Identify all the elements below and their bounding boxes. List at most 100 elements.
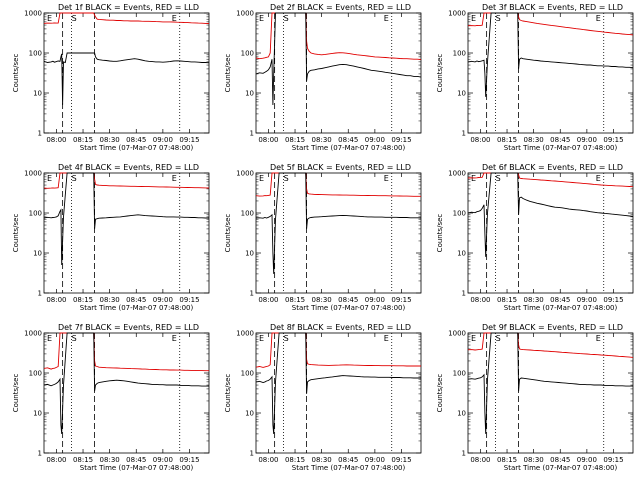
x-tick-label: 08:15 <box>285 296 305 304</box>
x-tick-label: 09:00 <box>577 456 597 464</box>
events-series-line <box>255 332 421 434</box>
x-tick-label: 08:00 <box>470 136 490 144</box>
y-tick-label: 1 <box>462 130 466 138</box>
y-tick-label: 10 <box>457 250 466 258</box>
x-axis-label: Start Time (07-Mar-07 07:48:00) <box>80 304 194 312</box>
event-marker-e: E <box>47 14 52 23</box>
x-tick-label: 08:45 <box>126 456 146 464</box>
panel-title: Det 5f BLACK = Events, RED = LLD <box>270 163 411 172</box>
x-tick-label: 09:15 <box>179 456 199 464</box>
x-axis-label: Start Time (07-Mar-07 07:48:00) <box>504 464 618 472</box>
y-tick-label: 1000 <box>236 10 254 18</box>
events-series-line <box>467 12 634 97</box>
y-tick-label: 1000 <box>24 10 42 18</box>
event-marker-e: E <box>47 174 52 183</box>
event-marker-e: E <box>384 334 389 343</box>
x-axis-label: Start Time (07-Mar-07 07:48:00) <box>504 144 618 152</box>
panel-title: Det 8f BLACK = Events, RED = LLD <box>270 323 411 332</box>
y-tick-label: 100 <box>453 50 466 58</box>
x-tick-label: 08:15 <box>497 296 517 304</box>
x-tick-label: 08:15 <box>497 136 517 144</box>
y-axis-label: Counts/sec <box>436 54 444 93</box>
x-tick-label: 08:15 <box>73 296 93 304</box>
x-axis-label: Start Time (07-Mar-07 07:48:00) <box>292 304 406 312</box>
panel-det-4: Det 4f BLACK = Events, RED = LLD 1 10 100 10… <box>12 163 210 312</box>
x-tick-label: 08:00 <box>46 136 66 144</box>
plot-frame <box>43 172 210 294</box>
panel-det-1: Det 1f BLACK = Events, RED = LLD 1 10 100 10… <box>12 3 210 152</box>
panel-title: Det 9f BLACK = Events, RED = LLD <box>482 323 623 332</box>
y-tick-label: 100 <box>241 210 254 218</box>
lld-series-line <box>467 332 634 358</box>
y-tick-label: 10 <box>33 410 42 418</box>
y-axis-label: Counts/sec <box>224 54 232 93</box>
x-axis-label: Start Time (07-Mar-07 07:48:00) <box>504 304 618 312</box>
panel-det-2: Det 2f BLACK = Events, RED = LLD 1 10 100 10… <box>224 3 422 152</box>
event-marker-e: E <box>172 14 177 23</box>
y-tick-label: 10 <box>457 410 466 418</box>
y-tick-label: 100 <box>453 210 466 218</box>
event-marker-e: E <box>259 14 264 23</box>
event-marker-s: S <box>496 334 501 343</box>
x-tick-label: 08:30 <box>524 296 544 304</box>
plot-frame <box>43 12 210 134</box>
event-marker-s: S <box>496 14 501 23</box>
x-tick-label: 08:30 <box>100 456 120 464</box>
y-axis-label: Counts/sec <box>224 374 232 413</box>
x-tick-label: 09:00 <box>153 136 173 144</box>
x-tick-label: 08:00 <box>46 296 66 304</box>
events-series-line <box>255 12 422 106</box>
event-marker-e: E <box>47 334 52 343</box>
y-axis-label: Counts/sec <box>12 374 20 413</box>
event-marker-e: E <box>471 14 476 23</box>
x-tick-label: 08:30 <box>312 456 332 464</box>
x-tick-label: 08:30 <box>100 296 120 304</box>
panel-det-3: Det 3f BLACK = Events, RED = LLD 1 10 100 10… <box>436 3 634 152</box>
x-tick-label: 09:15 <box>391 456 411 464</box>
y-tick-label: 10 <box>245 410 254 418</box>
y-tick-label: 100 <box>29 370 42 378</box>
y-axis-label: Counts/sec <box>436 214 444 253</box>
event-marker-e: E <box>596 174 601 183</box>
event-marker-s: S <box>284 174 289 183</box>
x-axis-label: Start Time (07-Mar-07 07:48:00) <box>80 464 194 472</box>
x-tick-label: 08:45 <box>338 296 358 304</box>
y-tick-label: 1 <box>38 290 42 298</box>
x-tick-label: 08:00 <box>470 296 490 304</box>
x-axis-label: Start Time (07-Mar-07 07:48:00) <box>292 144 406 152</box>
event-marker-e: E <box>384 14 389 23</box>
plot-frame <box>255 332 422 454</box>
lld-series-line <box>43 172 210 189</box>
x-tick-label: 08:15 <box>285 456 305 464</box>
x-tick-label: 08:15 <box>285 136 305 144</box>
y-tick-label: 10 <box>457 90 466 98</box>
event-marker-s: S <box>284 14 289 23</box>
panel-title: Det 3f BLACK = Events, RED = LLD <box>482 3 623 12</box>
event-marker-s: S <box>496 174 501 183</box>
event-marker-s: S <box>72 14 77 23</box>
event-marker-e: E <box>172 174 177 183</box>
x-tick-label: 08:30 <box>524 456 544 464</box>
x-tick-label: 08:00 <box>470 456 490 464</box>
y-tick-label: 1000 <box>24 330 42 338</box>
plot-frame <box>467 12 634 134</box>
panel-title: Det 7f BLACK = Events, RED = LLD <box>58 323 199 332</box>
x-tick-label: 09:00 <box>365 136 385 144</box>
y-tick-label: 10 <box>245 90 254 98</box>
panel-det-7: Det 7f BLACK = Events, RED = LLD 1 10 100 10… <box>12 323 210 472</box>
plot-frame <box>255 172 422 294</box>
lld-series-line <box>255 332 421 368</box>
x-tick-label: 08:45 <box>550 136 570 144</box>
x-tick-label: 09:00 <box>577 296 597 304</box>
panel-title: Det 2f BLACK = Events, RED = LLD <box>270 3 411 12</box>
x-tick-label: 08:45 <box>126 136 146 144</box>
x-axis-label: Start Time (07-Mar-07 07:48:00) <box>292 464 406 472</box>
x-tick-label: 08:15 <box>73 136 93 144</box>
panel-det-9: Det 9f BLACK = Events, RED = LLD 1 10 100 10… <box>436 323 634 472</box>
event-marker-s: S <box>72 174 77 183</box>
x-tick-label: 08:30 <box>312 296 332 304</box>
x-tick-label: 08:45 <box>126 296 146 304</box>
panel-det-6: Det 6f BLACK = Events, RED = LLD 1 10 100 10… <box>436 163 634 312</box>
y-tick-label: 1 <box>250 130 254 138</box>
x-tick-label: 08:30 <box>312 136 332 144</box>
